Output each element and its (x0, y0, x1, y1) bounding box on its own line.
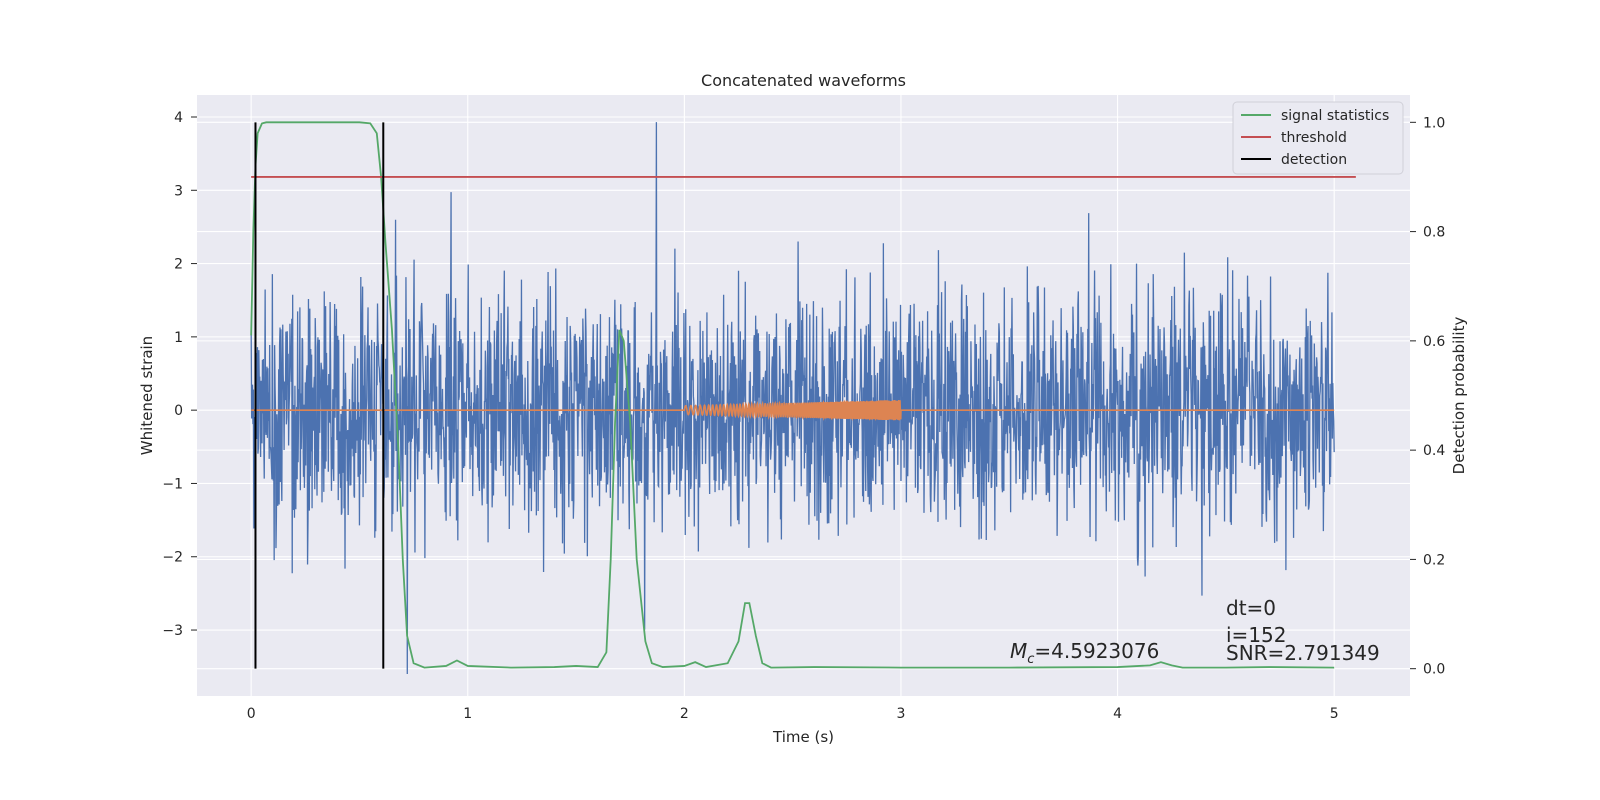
legend-label: detection (1281, 152, 1347, 168)
y-tick-label: 1 (174, 330, 183, 346)
x-tick-label: 5 (1330, 706, 1339, 722)
chart-title: Concatenated waveforms (701, 71, 906, 90)
x-axis-label: Time (s) (772, 728, 834, 746)
legend-label: threshold (1281, 130, 1347, 146)
x-tick-label: 0 (247, 706, 256, 722)
y-tick-label: −2 (162, 550, 183, 566)
y2-tick-label: 0.4 (1423, 443, 1445, 459)
x-tick-label: 1 (463, 706, 472, 722)
series-layer (250, 121, 1356, 675)
y-tick-label: 2 (174, 257, 183, 273)
index-annotation: i=152 (1226, 623, 1287, 647)
y2-tick-label: 0.8 (1423, 225, 1445, 241)
y-tick-label: 0 (174, 403, 183, 419)
signal-statistics-series-line (250, 121, 1335, 669)
x-tick-label: 4 (1113, 706, 1122, 722)
legend-box (1232, 101, 1404, 175)
y-tick-label: −1 (162, 476, 183, 492)
chirp-mass-subscript: c (1027, 652, 1034, 667)
y-tick-label: 4 (174, 110, 183, 126)
y2-tick-label: 0.6 (1423, 334, 1445, 350)
template-series-line (251, 399, 1335, 421)
snr-annotation: SNR=2.791349 (1226, 641, 1380, 665)
y2-tick-label: 1.0 (1423, 115, 1445, 131)
tick-layer: 0 1 2 3 4 5 −3 −2 −1 0 1 2 3 4 0.0 0.2 0.4 0.6 0.8 1.0 (162, 110, 1445, 722)
chirp-mass-annotation: Mc=4.5923076 (1010, 639, 1159, 667)
dt-annotation: dt=0 (1226, 596, 1276, 620)
chirp-mass-value: =4.5923076 (1034, 639, 1159, 663)
annotations: Mc=4.5923076 dt=0 i=152 SNR=2.791349 (1010, 596, 1380, 667)
y-tick-label: −3 (162, 623, 183, 639)
x-tick-label: 3 (897, 706, 906, 722)
y2-axis-label: Detection probability (1450, 317, 1468, 475)
legend-label: signal statistics (1281, 108, 1389, 124)
y-tick-label: 3 (174, 183, 183, 199)
y2-tick-label: 0.2 (1423, 552, 1445, 568)
y2-tick-label: 0.0 (1423, 662, 1445, 678)
x-tick-label: 2 (680, 706, 689, 722)
y-axis-label: Whitened strain (138, 336, 156, 455)
legend: signal statistics threshold detection (1232, 101, 1404, 175)
chirp-mass-symbol: M (1010, 639, 1027, 663)
